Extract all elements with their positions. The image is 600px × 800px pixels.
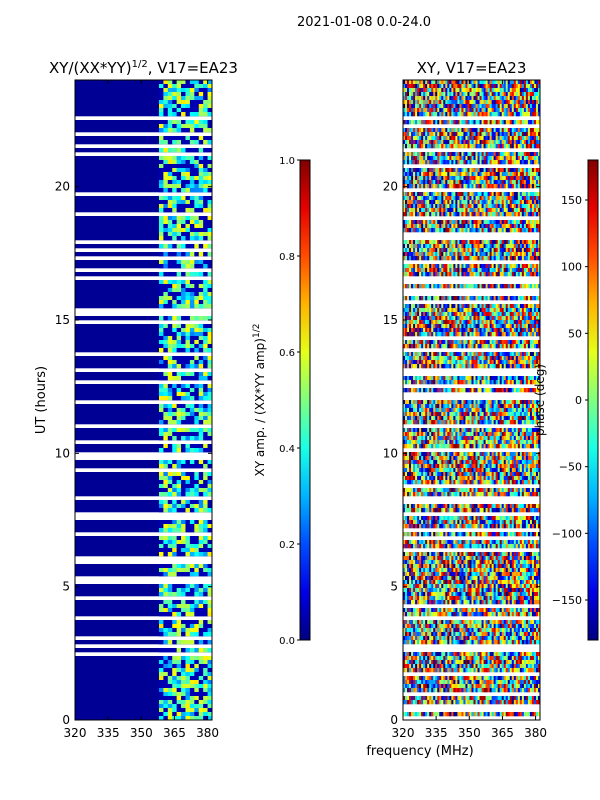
x-tick-label: 350 bbox=[130, 726, 153, 740]
title-text: XY/(XX*YY) bbox=[49, 59, 132, 77]
colorbar-label: XY amp. / (XX*YY amp)1/2 bbox=[252, 324, 267, 477]
colorbar-tick-label: 0 bbox=[575, 394, 582, 407]
title-text: XY, V17=EA23 bbox=[417, 59, 527, 77]
x-tick-label: 335 bbox=[425, 726, 448, 740]
colorbar-tick-label: 0.2 bbox=[279, 540, 295, 551]
y-tick-label: 20 bbox=[383, 180, 398, 194]
title-exponent: 1/2 bbox=[132, 59, 148, 70]
x-tick-label: 365 bbox=[491, 726, 514, 740]
y-tick-label: 10 bbox=[383, 446, 398, 460]
heatmap-1 bbox=[75, 80, 213, 721]
y-tick-label: 5 bbox=[62, 580, 70, 594]
colorbar-1: 0.0 0.2 0.4 0.6 0.8 1.0 XY amp. / (XX*YY amp)1… bbox=[252, 156, 311, 647]
axes-frame-2 bbox=[402, 79, 541, 721]
x-tick-label: 350 bbox=[458, 726, 481, 740]
y-axis-label: UT (hours) bbox=[34, 366, 49, 434]
x-tick-label: 365 bbox=[163, 726, 186, 740]
y-tick-label: 20 bbox=[55, 180, 70, 194]
colorbar-label: phase (deg) bbox=[533, 364, 547, 436]
x-tick-label: 380 bbox=[196, 726, 219, 740]
x-tick-label: 380 bbox=[524, 726, 547, 740]
y-tick-label: 0 bbox=[62, 713, 70, 727]
x-axis-label: frequency (MHz) bbox=[366, 744, 473, 759]
y-tick-label: 10 bbox=[55, 446, 70, 460]
colorbar-tick-label: 1.0 bbox=[279, 156, 295, 167]
colorbar-tick-label: 50 bbox=[568, 327, 582, 340]
colorbar-tick-label: −150 bbox=[552, 594, 582, 607]
chart-title-2: XY, V17=EA23 bbox=[417, 59, 527, 77]
colorbar-tick-label: 100 bbox=[561, 261, 582, 274]
colorbar-tick-label: 0.8 bbox=[279, 252, 295, 263]
y-tick-label: 15 bbox=[383, 313, 398, 327]
colorbar-ramp bbox=[299, 159, 311, 641]
x-tick-label: 335 bbox=[97, 726, 120, 740]
axes-frame-1 bbox=[74, 79, 213, 721]
x-tick-label: 320 bbox=[392, 726, 415, 740]
colorbar-label-text: phase (deg) bbox=[533, 364, 547, 436]
colorbar-label-exponent: 1/2 bbox=[252, 324, 262, 338]
panel-2: 320 335 350 365 380 0 5 10 15 20 XY, V17=EA23 frequ… bbox=[366, 59, 599, 759]
y-tick-label: 15 bbox=[55, 313, 70, 327]
colorbar-tick-label: 0.6 bbox=[279, 348, 295, 359]
heatmap-2 bbox=[403, 80, 541, 717]
colorbar-2: −150 −100 −50 0 50 100 150 phase (deg) bbox=[533, 159, 599, 641]
x-tick-label: 320 bbox=[64, 726, 87, 740]
colorbar-tick-label: 0.4 bbox=[279, 444, 295, 455]
colorbar-tick-label: −100 bbox=[552, 527, 582, 540]
colorbar-tick-label: 150 bbox=[561, 194, 582, 207]
y-tick-label: 0 bbox=[390, 713, 398, 727]
figure-suptitle: 2021-01-08 0.0-24.0 bbox=[297, 15, 431, 30]
colorbar-tick-label: 0.0 bbox=[279, 636, 295, 647]
colorbar-label-text: XY amp. / (XX*YY amp) bbox=[253, 338, 267, 476]
chart-title-1: XY/(XX*YY)1/2, V17=EA23 bbox=[49, 59, 238, 77]
y-tick-label: 5 bbox=[390, 580, 398, 594]
colorbar-tick-label: −50 bbox=[559, 461, 582, 474]
colorbar-ramp bbox=[587, 159, 599, 641]
title-suffix: , V17=EA23 bbox=[148, 59, 238, 77]
